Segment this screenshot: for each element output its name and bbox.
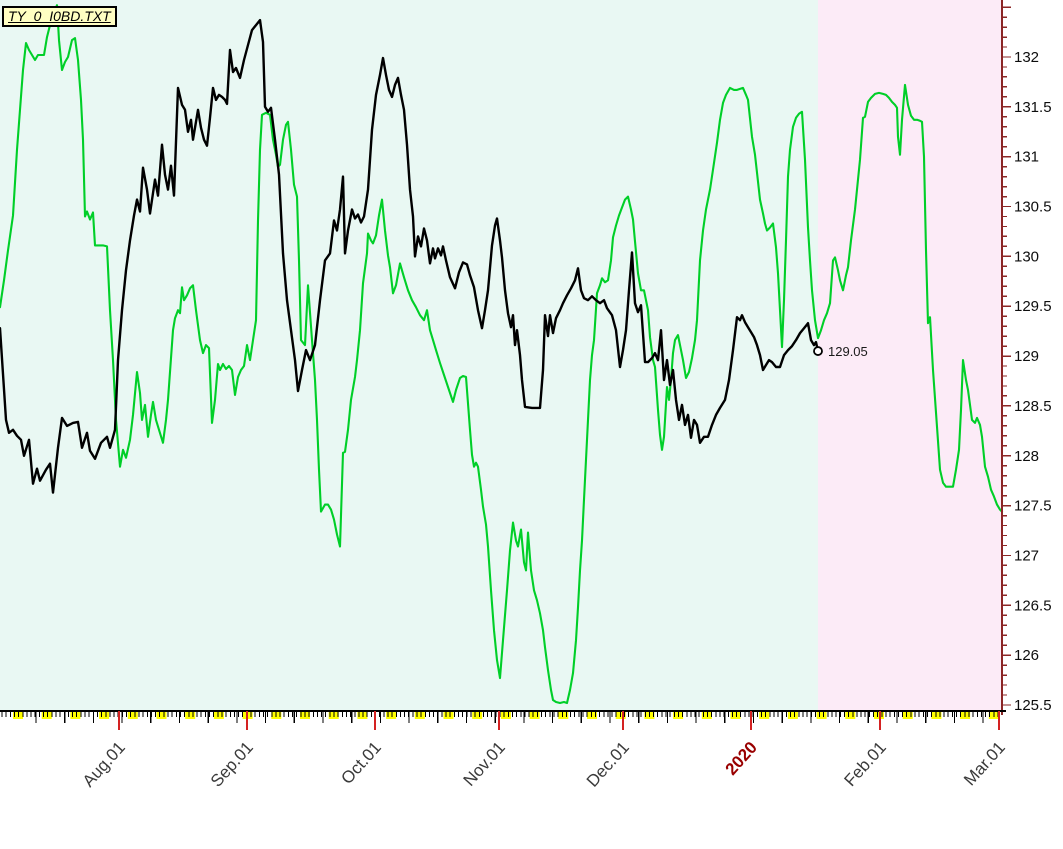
last-price-label: 129.05 (828, 344, 868, 359)
week-highlight-mark (156, 712, 167, 719)
week-highlight-mark (99, 712, 110, 719)
price-tick-label: 129 (1014, 348, 1039, 365)
price-tick-label: 129.5 (1014, 298, 1052, 315)
week-highlight-mark (874, 712, 884, 719)
week-highlight-mark (845, 712, 856, 719)
month-label: Dec.01 (583, 738, 633, 791)
price-tick-label: 130 (1014, 248, 1039, 265)
month-label: Oct.01 (337, 738, 385, 788)
week-highlight-mark (357, 712, 368, 719)
series-file-label[interactable]: TY_0_I0BD.TXT (2, 6, 117, 27)
week-highlight-mark (730, 712, 741, 719)
price-tick-label: 128 (1014, 448, 1039, 465)
price-tick-label: 128.5 (1014, 398, 1052, 415)
week-highlight-mark (500, 712, 511, 719)
week-highlight-mark (759, 712, 770, 719)
week-highlight-mark (414, 712, 425, 719)
price-tick-label: 126.5 (1014, 597, 1052, 614)
green-indicator-line (0, 4, 1004, 705)
price-tick-label: 127.5 (1014, 498, 1052, 515)
week-highlight-mark (529, 712, 540, 719)
price-tick-label: 125.5 (1014, 697, 1052, 714)
month-label: Mar.01 (960, 738, 1009, 789)
forecast-region (818, 0, 1002, 711)
month-label: Feb.01 (840, 738, 890, 790)
week-highlight-mark (701, 712, 712, 719)
history-region (0, 0, 818, 711)
week-highlight-mark (902, 712, 913, 719)
price-tick-label: 131 (1014, 149, 1039, 166)
week-highlight-mark (13, 712, 23, 719)
week-highlight-mark (443, 712, 454, 719)
week-highlight-mark (41, 712, 52, 719)
week-highlight-mark (787, 712, 798, 719)
month-label: Nov.01 (460, 738, 509, 790)
week-highlight-mark (472, 712, 483, 719)
month-label: Sep.01 (207, 738, 257, 791)
week-highlight-mark (185, 712, 196, 719)
price-tick-label: 132 (1014, 49, 1039, 66)
price-tick-label: 127 (1014, 547, 1039, 564)
week-highlight-mark (386, 712, 397, 719)
week-highlight-mark (587, 712, 597, 719)
year-label: 2020 (722, 738, 761, 779)
price-tick-label: 130.5 (1014, 199, 1052, 216)
week-highlight-mark (213, 712, 224, 719)
week-highlight-mark (558, 712, 569, 719)
last-price-marker[interactable] (813, 346, 823, 356)
month-label: Aug.01 (79, 738, 129, 791)
week-highlight-mark (127, 712, 138, 719)
price-tick-label: 126 (1014, 647, 1039, 664)
week-highlight-mark (816, 712, 827, 719)
black-price-line (0, 18, 820, 494)
week-highlight-mark (931, 712, 942, 719)
price-tick-label: 131.5 (1014, 99, 1052, 116)
week-highlight-mark (70, 712, 81, 719)
